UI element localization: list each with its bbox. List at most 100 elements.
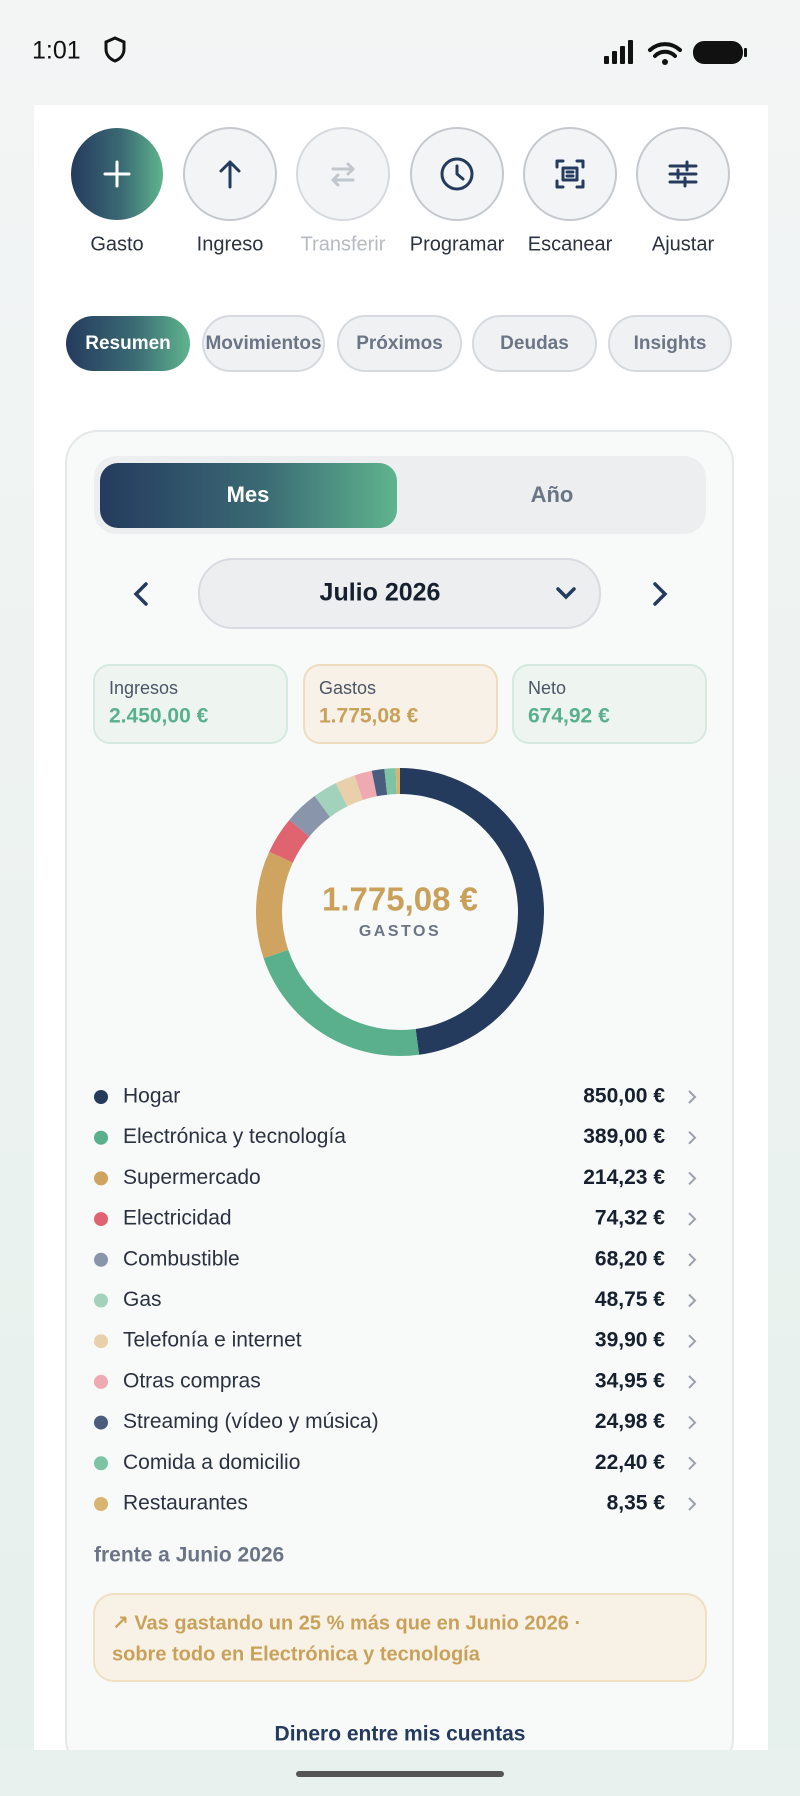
tab[interactable]: Próximos	[337, 315, 462, 372]
legend-dot	[94, 1334, 108, 1349]
tab-label: Movimientos	[205, 333, 321, 354]
footer-link[interactable]: Dinero entre mis cuentas	[275, 1723, 526, 1746]
action-button[interactable]: Ajustar	[636, 127, 730, 255]
legend-dot	[94, 1090, 108, 1104]
status-time: 1:01	[32, 37, 81, 65]
tab-pill	[337, 315, 462, 372]
wifi-dot	[662, 59, 668, 65]
legend-value: 24,98 €	[595, 1410, 665, 1433]
donut-segment	[263, 949, 420, 1056]
shield-icon	[104, 36, 126, 63]
legend-row[interactable]: Electricidad 74,32 €	[94, 1207, 697, 1230]
legend-row[interactable]: Streaming (vídeo y música) 24,98 €	[94, 1410, 697, 1433]
action-icon	[103, 160, 131, 188]
action-button[interactable]: Programar	[410, 127, 505, 255]
tab[interactable]: Deudas	[472, 315, 597, 372]
donut-segment	[269, 819, 310, 863]
action-button[interactable]: Transferir	[296, 127, 390, 255]
legend-row[interactable]: Comida a domicilio 22,40 €	[94, 1451, 697, 1474]
action-icon	[219, 160, 241, 189]
legend-label: Combustible	[123, 1247, 240, 1270]
tab-pill	[472, 315, 597, 372]
summary-label: Neto	[528, 678, 566, 698]
action-circle	[523, 127, 617, 221]
donut-segment	[371, 768, 388, 797]
action-button[interactable]: Gasto	[71, 128, 163, 255]
legend-chevron	[688, 1253, 697, 1267]
toggle-active	[100, 463, 397, 528]
tab-pill	[608, 315, 732, 372]
battery-icon	[693, 41, 743, 64]
donut-segment	[256, 851, 293, 959]
donut-segment	[314, 783, 348, 818]
legend-dot	[94, 1252, 108, 1267]
legend-value: 34,95 €	[595, 1369, 665, 1392]
toggle-mes[interactable]: Mes	[100, 463, 397, 528]
summary-tile	[303, 664, 498, 744]
signal-icon	[604, 40, 633, 64]
legend-value: 389,00 €	[583, 1125, 665, 1148]
battery-tip	[744, 48, 747, 57]
tab[interactable]: Insights	[608, 315, 732, 372]
legend-row[interactable]: Otras compras 34,95 €	[94, 1369, 697, 1392]
action-button[interactable]: Escanear	[523, 127, 617, 255]
legend-dot	[94, 1171, 108, 1186]
tab-label: Resumen	[85, 333, 171, 354]
action-icon	[555, 159, 585, 189]
donut-total: 1.775,08 €	[322, 881, 478, 918]
next-month[interactable]	[653, 582, 668, 606]
insight-box	[93, 1593, 707, 1682]
tab-pill	[202, 315, 325, 372]
summary-value: 674,92 €	[528, 705, 610, 728]
action-label: Escanear	[528, 233, 613, 255]
legend-row[interactable]: Restaurantes 8,35 €	[94, 1492, 697, 1515]
summary-value: 1.775,08 €	[319, 705, 419, 728]
legend-row[interactable]: Gas 48,75 €	[94, 1288, 697, 1311]
legend-value: 39,90 €	[595, 1329, 665, 1352]
legend-row[interactable]: Hogar 850,00 €	[94, 1085, 697, 1108]
toggle-label[interactable]: Año	[531, 482, 574, 507]
tab[interactable]: Resumen	[66, 316, 190, 371]
legend-chevron	[688, 1130, 697, 1145]
donut-segment	[289, 796, 331, 837]
month-selector[interactable]: Julio 2026	[198, 558, 601, 629]
legend-row[interactable]: Electrónica y tecnología 389,00 €	[94, 1125, 697, 1148]
legend-row[interactable]: Supermercado 214,23 €	[94, 1166, 697, 1189]
legend-chevron	[688, 1375, 697, 1389]
legend-chevron	[688, 1456, 697, 1471]
legend-chevron	[688, 1212, 697, 1226]
legend-dot	[94, 1374, 108, 1389]
legend-label: Electrónica y tecnología	[123, 1125, 346, 1148]
action-circle	[296, 127, 390, 221]
tab[interactable]: Movimientos	[202, 315, 325, 372]
legend-row[interactable]: Telefonía e internet 39,90 €	[94, 1329, 697, 1352]
legend-chevron	[688, 1171, 697, 1186]
month-pill	[198, 558, 601, 629]
legend-label: Hogar	[123, 1085, 180, 1108]
wifi-icon	[648, 42, 682, 58]
legend-dot	[94, 1212, 108, 1227]
month-label: Julio 2026	[320, 579, 441, 607]
legend-dot	[94, 1130, 108, 1145]
action-label: Ajustar	[652, 233, 715, 255]
home-indicator	[296, 1771, 504, 1777]
donut-segment	[354, 770, 378, 801]
action-button[interactable]: Ingreso	[183, 127, 277, 255]
legend-label: Restaurantes	[123, 1492, 248, 1515]
action-icon	[331, 162, 355, 187]
action-icon	[668, 160, 698, 188]
legend-chevron	[688, 1497, 697, 1511]
insight-line: ↗ Vas gastando un 25 % más que en Junio …	[112, 1612, 581, 1634]
legend-dot	[94, 1456, 108, 1471]
action-icon	[440, 157, 474, 191]
action-label: Programar	[410, 233, 505, 255]
prev-month[interactable]	[133, 582, 148, 606]
legend-value: 8,35 €	[607, 1492, 666, 1515]
legend-row[interactable]: Combustible 68,20 €	[94, 1247, 697, 1270]
summary-tile	[93, 664, 288, 744]
legend-label: Otras compras	[123, 1369, 261, 1392]
legend-value: 68,20 €	[595, 1247, 665, 1270]
legend-label: Comida a domicilio	[123, 1451, 300, 1474]
summary-label: Ingresos	[109, 678, 178, 698]
